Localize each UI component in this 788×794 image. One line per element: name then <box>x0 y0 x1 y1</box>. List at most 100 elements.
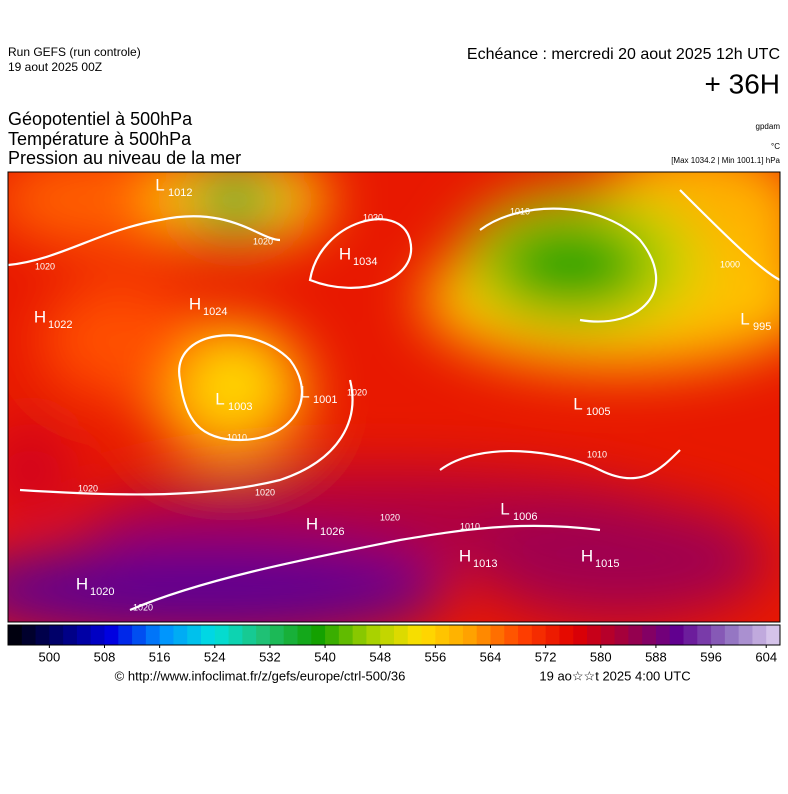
center-kind: H <box>581 546 593 565</box>
center-kind: H <box>34 307 46 326</box>
center-pressure: 1020 <box>90 586 114 598</box>
lead-time: + 36H <box>705 68 781 99</box>
color-swatch <box>256 625 271 645</box>
color-swatch <box>407 625 423 645</box>
source: © http://www.infoclimat.fr/z/gefs/europe… <box>115 668 406 683</box>
color-swatch <box>297 625 312 645</box>
color-swatch <box>118 625 133 645</box>
isobar-label: 1020 <box>347 387 367 397</box>
color-swatch <box>614 625 629 645</box>
center-pressure: 1024 <box>203 306 227 318</box>
color-swatch <box>49 625 64 645</box>
color-swatch <box>476 625 491 645</box>
map-frame <box>7 171 781 623</box>
isobar-label: 1030 <box>363 212 383 222</box>
color-swatch <box>283 625 298 645</box>
colorbar-tick-label: 524 <box>204 649 226 664</box>
color-swatch <box>559 625 574 645</box>
center-kind: L <box>740 309 749 328</box>
color-swatch <box>201 625 216 645</box>
color-swatch <box>642 625 657 645</box>
center-kind: L <box>215 389 224 408</box>
color-swatch <box>311 625 326 645</box>
colorbar-tick-label: 580 <box>590 649 612 664</box>
color-swatch <box>21 625 37 645</box>
color-swatch <box>145 625 161 645</box>
color-swatch <box>683 625 698 645</box>
center-pressure: 1013 <box>473 558 497 570</box>
map <box>8 172 780 622</box>
center-pressure: 1026 <box>320 526 344 538</box>
color-swatch <box>63 625 78 645</box>
colorbar-tick-label: 516 <box>149 649 171 664</box>
unit: °C <box>771 142 780 151</box>
colorbar-frame <box>7 624 781 646</box>
center-kind: L <box>155 175 164 194</box>
color-swatch <box>766 625 781 645</box>
field: Température à 500hPa <box>8 129 192 149</box>
color-swatch <box>628 625 643 645</box>
color-swatch <box>187 625 202 645</box>
color-swatch <box>35 625 50 645</box>
valid-time: Echéance : mercredi 20 aout 2025 12h UTC <box>467 46 780 63</box>
color-swatch <box>752 625 767 645</box>
center-pressure: 1022 <box>48 319 72 331</box>
isobar-label: 1020 <box>133 602 153 612</box>
center-kind: L <box>573 394 582 413</box>
center-pressure: 1015 <box>595 558 619 570</box>
color-swatch <box>435 625 450 645</box>
color-swatch <box>8 625 23 645</box>
color-swatch <box>531 625 547 645</box>
color-swatch <box>366 625 381 645</box>
colorbar-tick-label: 588 <box>645 649 667 664</box>
color-swatch <box>655 625 671 645</box>
color-swatch <box>173 625 188 645</box>
isobar-label: 1020 <box>253 236 273 246</box>
center-pressure: 1003 <box>228 401 252 413</box>
color-swatch <box>90 625 105 645</box>
center-kind: H <box>459 546 471 565</box>
center-pressure: 1005 <box>586 406 610 418</box>
color-swatch <box>600 625 616 645</box>
made-time: 19 ao☆☆t 2025 4:00 UTC <box>539 668 690 683</box>
isobar-label: 1000 <box>720 259 740 269</box>
color-swatch <box>449 625 464 645</box>
center-pressure: 1034 <box>353 256 377 268</box>
color-swatch <box>711 625 726 645</box>
isobar-label: 1010 <box>227 432 247 442</box>
color-swatch <box>104 625 119 645</box>
color-swatch <box>159 625 174 645</box>
color-swatch <box>132 625 147 645</box>
color-swatch <box>669 625 684 645</box>
center-pressure: 995 <box>753 321 771 333</box>
color-swatch <box>325 625 340 645</box>
isobar-label: 1020 <box>35 261 55 271</box>
color-swatch <box>724 625 740 645</box>
color-swatch <box>338 625 354 645</box>
colorbar-tick-label: 532 <box>259 649 281 664</box>
colorbar-tick-label: 548 <box>369 649 391 664</box>
color-swatch <box>545 625 560 645</box>
field: Pression au niveau de la mer <box>8 148 241 168</box>
colorbar-tick-label: 564 <box>480 649 502 664</box>
color-swatch <box>587 625 602 645</box>
run: Run GEFS (run controle) <box>8 45 141 59</box>
color-swatch <box>697 625 712 645</box>
center-kind: H <box>306 514 318 533</box>
color-swatch <box>573 625 588 645</box>
colorbar-tick-label: 556 <box>425 649 447 664</box>
color-swatch <box>518 625 533 645</box>
center-kind: L <box>500 499 509 518</box>
center-pressure: 1006 <box>513 511 537 523</box>
unit: gpdam <box>756 122 781 131</box>
color-swatch <box>352 625 367 645</box>
color-swatch <box>504 625 519 645</box>
field: Géopotentiel à 500hPa <box>8 109 193 129</box>
color-swatch <box>242 625 257 645</box>
center-pressure: 1012 <box>168 187 192 199</box>
color-swatch <box>380 625 395 645</box>
color-swatch <box>421 625 436 645</box>
isobar-label: 1010 <box>587 449 607 459</box>
run-date: 19 aout 2025 00Z <box>8 60 102 74</box>
